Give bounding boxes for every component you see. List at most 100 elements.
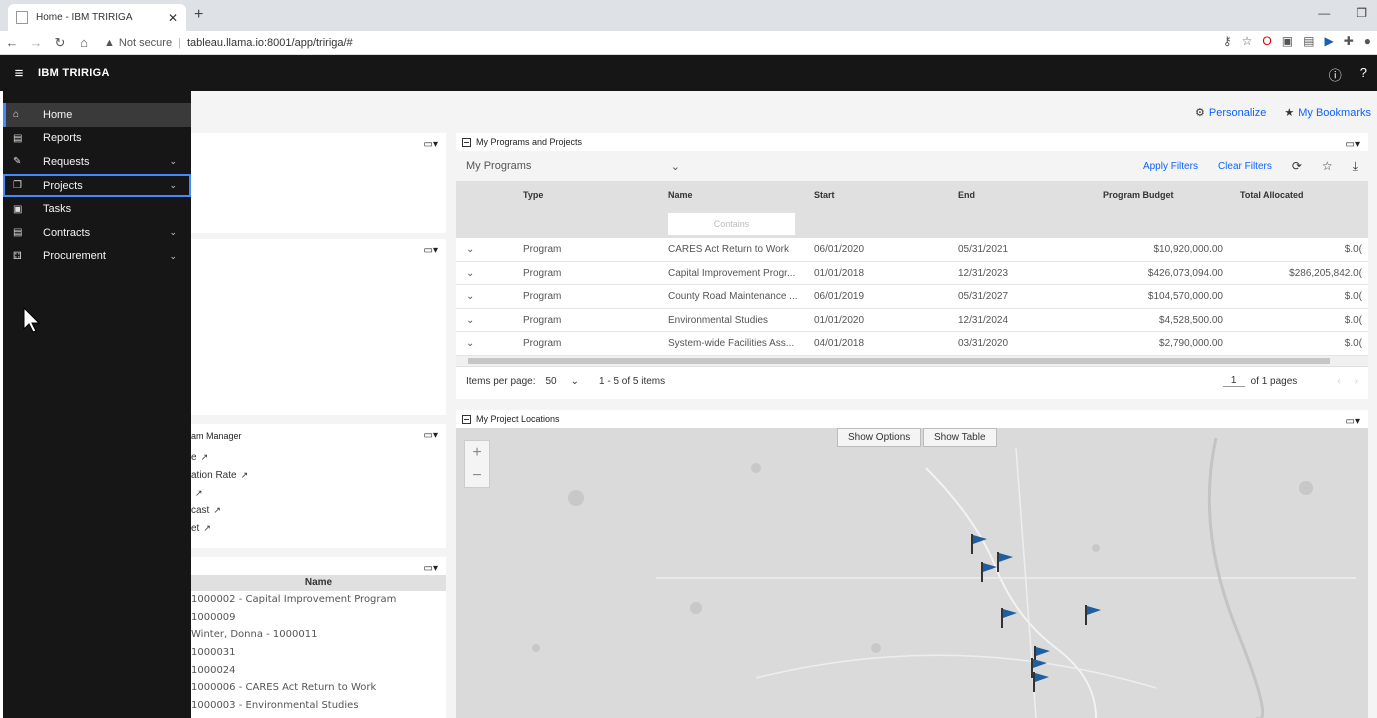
- page-input[interactable]: 1: [1222, 375, 1245, 388]
- card-menu-icon[interactable]: ▭▾: [423, 139, 438, 150]
- list-item[interactable]: 1000006 - CARES Act Return to Work: [191, 682, 377, 694]
- show-table-button[interactable]: Show Table: [923, 428, 997, 447]
- scroll-thumb[interactable]: [468, 357, 1330, 364]
- security-label[interactable]: Not secure: [118, 36, 173, 49]
- project-map[interactable]: + − Show Options Show Table: [456, 428, 1368, 718]
- refresh-icon[interactable]: ⟳: [1291, 159, 1302, 173]
- forward-icon[interactable]: →: [29, 35, 43, 50]
- sidebar-item-procurement[interactable]: ⚃ Procurement ⌄: [3, 245, 191, 269]
- project-flag-icon[interactable]: [1000, 607, 1018, 632]
- table-row[interactable]: ⌄ Program Capital Improvement Progr... 01/0…: [456, 262, 1368, 286]
- menu-icon[interactable]: ≡: [14, 64, 24, 82]
- col-type[interactable]: Type: [523, 190, 544, 200]
- download-icon[interactable]: ⤓: [1352, 158, 1358, 173]
- chevron-down-icon[interactable]: ⌄: [570, 375, 579, 387]
- home-icon: ⌂: [13, 109, 20, 121]
- star-bookmark-icon[interactable]: ☆: [1241, 34, 1253, 48]
- items-per-page-select[interactable]: 50: [545, 375, 557, 387]
- minimize-icon[interactable]: —: [1318, 6, 1331, 20]
- card-menu-icon[interactable]: ▭▾: [1345, 139, 1360, 150]
- extension-icon[interactable]: ▣: [1281, 34, 1294, 48]
- project-flag-icon[interactable]: [1030, 657, 1048, 682]
- list-item[interactable]: 1000024: [191, 664, 236, 676]
- reload-icon[interactable]: ↻: [54, 34, 66, 50]
- warning-icon[interactable]: ▲: [104, 36, 115, 49]
- list-item[interactable]: 1000003 - Environmental Studies: [191, 699, 359, 711]
- opera-icon[interactable]: O: [1262, 34, 1272, 48]
- sidebar-item-requests[interactable]: ✎ Requests ⌄: [3, 150, 191, 174]
- expand-row-icon[interactable]: ⌄: [466, 291, 475, 303]
- col-program-budget[interactable]: Program Budget: [1103, 190, 1174, 200]
- list-item[interactable]: Winter, Donna - 1000011: [191, 629, 318, 641]
- card-menu-icon[interactable]: ▭▾: [423, 563, 438, 574]
- expand-row-icon[interactable]: ⌄: [466, 338, 475, 350]
- puzzle-icon[interactable]: ✚: [1343, 34, 1354, 48]
- report-link[interactable]: ↗: [191, 484, 446, 502]
- expand-row-icon[interactable]: ⌄: [466, 314, 475, 326]
- col-name[interactable]: Name: [668, 190, 693, 200]
- expand-row-icon[interactable]: ⌄: [466, 244, 475, 255]
- new-tab-icon[interactable]: +: [194, 6, 204, 23]
- report-link[interactable]: e ↗: [191, 452, 209, 464]
- collapse-icon[interactable]: [462, 414, 471, 424]
- bookmarks-link[interactable]: ★ My Bookmarks: [1284, 106, 1371, 119]
- project-flag-icon[interactable]: [970, 533, 988, 558]
- table-row[interactable]: ⌄ Program Environmental Studies 01/01/2020 1…: [456, 309, 1368, 333]
- favorite-icon[interactable]: ☆: [1321, 159, 1333, 173]
- back-icon[interactable]: ←: [5, 35, 19, 50]
- sidebar-item-label: Requests: [43, 155, 90, 168]
- col-start[interactable]: Start: [814, 190, 835, 200]
- sidebar-item-reports[interactable]: ▤ Reports: [3, 127, 191, 151]
- sidebar-item-projects[interactable]: ❐ Projects ⌄: [3, 173, 191, 198]
- project-flag-icon[interactable]: [1033, 645, 1051, 670]
- horizontal-scrollbar[interactable]: [456, 355, 1368, 366]
- next-page-icon[interactable]: ›: [1354, 375, 1358, 387]
- report-link[interactable]: cast ↗: [191, 505, 221, 517]
- personalize-link[interactable]: ⚙ Personalize: [1195, 106, 1266, 119]
- project-flag-icon[interactable]: [1032, 671, 1050, 696]
- col-total-allocated[interactable]: Total Allocated: [1240, 190, 1304, 200]
- card-menu-icon[interactable]: ▭▾: [423, 245, 438, 256]
- project-flag-icon[interactable]: [996, 551, 1014, 576]
- url-field[interactable]: tableau.llama.io:8001/app/tririga/#: [186, 36, 353, 49]
- show-options-button[interactable]: Show Options: [837, 428, 922, 447]
- project-flag-icon[interactable]: [980, 561, 998, 586]
- card-menu-icon[interactable]: ▭▾: [423, 430, 438, 441]
- table-row[interactable]: ⌄ Program System-wide Facilities Ass... 04/…: [456, 332, 1368, 356]
- name-contains-input[interactable]: Contains: [668, 213, 795, 235]
- browser-tab[interactable]: Home - IBM TRIRIGA ✕: [8, 4, 186, 31]
- cell-total-allocated: $.0(: [1344, 314, 1362, 326]
- col-end[interactable]: End: [958, 190, 975, 200]
- sidebar-item-tasks[interactable]: ▣ Tasks: [3, 197, 191, 221]
- project-flag-icon[interactable]: [1084, 604, 1102, 629]
- key-icon[interactable]: ⚷: [1222, 34, 1232, 48]
- help-icon[interactable]: ?: [1359, 65, 1367, 80]
- close-tab-icon[interactable]: ✕: [167, 10, 178, 25]
- table-row[interactable]: ⌄ Program CARES Act Return to Work 06/01/20…: [456, 238, 1368, 262]
- list-item[interactable]: 1000009: [191, 611, 236, 623]
- table-row[interactable]: ⌄ Program County Road Maintenance ... 06/01…: [456, 285, 1368, 309]
- program-filter-select[interactable]: My Programs ⌄: [466, 160, 680, 173]
- zoom-in-icon[interactable]: +: [472, 444, 482, 461]
- report-link[interactable]: et ↗: [191, 523, 211, 535]
- cell-end: 05/31/2027: [958, 291, 1009, 303]
- zoom-out-icon[interactable]: −: [472, 467, 482, 484]
- card-menu-icon[interactable]: ▭▾: [1345, 416, 1360, 427]
- profile-icon[interactable]: ●: [1363, 34, 1371, 48]
- home-browser-icon[interactable]: ⌂: [80, 35, 88, 50]
- list-item[interactable]: 1000031: [191, 647, 236, 659]
- prev-page-icon[interactable]: ‹: [1337, 375, 1341, 387]
- restore-icon[interactable]: ❐: [1356, 6, 1367, 20]
- report-link[interactable]: ation Rate ↗: [191, 470, 249, 482]
- apply-filters-button[interactable]: Apply Filters: [1142, 160, 1198, 172]
- projects-icon: ❐: [13, 180, 22, 192]
- sidebar-item-home[interactable]: ⌂ Home: [3, 103, 191, 127]
- info-icon[interactable]: ⓘ: [1328, 68, 1342, 83]
- play-extension-icon[interactable]: ▶: [1324, 34, 1334, 48]
- sidebar-item-contracts[interactable]: ▤ Contracts ⌄: [3, 221, 191, 245]
- document-icon[interactable]: ▤: [1303, 34, 1315, 48]
- clear-filters-button[interactable]: Clear Filters: [1217, 160, 1272, 172]
- list-item[interactable]: 1000002 - Capital Improvement Program: [191, 594, 397, 606]
- expand-row-icon[interactable]: ⌄: [466, 267, 475, 279]
- collapse-icon[interactable]: [462, 137, 471, 147]
